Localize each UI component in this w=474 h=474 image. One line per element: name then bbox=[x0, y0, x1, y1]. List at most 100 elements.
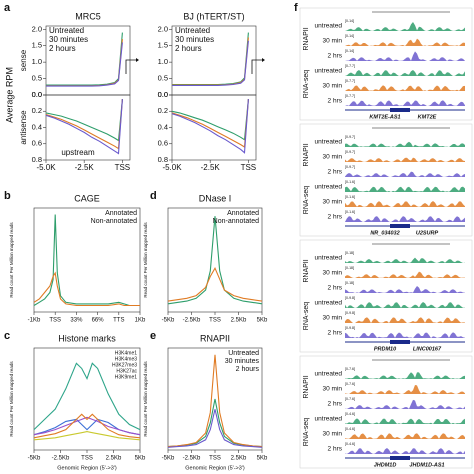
browser-group bbox=[299, 7, 473, 121]
track-scale: [0-7.6] bbox=[345, 397, 355, 401]
legend-entry: H3K9me1 bbox=[115, 374, 137, 380]
browser-group bbox=[299, 123, 473, 237]
track-label: 2 hrs bbox=[328, 98, 343, 105]
x-tick-label: -5Kb bbox=[162, 318, 175, 324]
series-line bbox=[167, 216, 263, 305]
y-tick-label: 0.5 bbox=[158, 74, 168, 83]
assay-label: RNAPII bbox=[303, 143, 310, 166]
track-scale: [0-18] bbox=[345, 251, 354, 255]
track-label: 2 hrs bbox=[328, 285, 343, 292]
x-tick-label: TSS bbox=[81, 456, 93, 462]
series-line bbox=[171, 99, 249, 141]
track-signal bbox=[345, 171, 465, 177]
series-line bbox=[167, 266, 263, 302]
y-axis-label: Read count Per Million mapped reads bbox=[9, 222, 14, 298]
panel-label: e bbox=[150, 330, 156, 342]
y-tick-label: 0.8 bbox=[158, 155, 168, 164]
track-signal bbox=[345, 201, 465, 207]
track-scale: [0-1.6] bbox=[345, 195, 355, 199]
legend-entry: 30 minutes bbox=[225, 358, 260, 365]
legend-entry: 30 minutes bbox=[175, 35, 214, 44]
gene-name: U2SURP bbox=[416, 230, 439, 236]
annotation: upstream bbox=[61, 148, 95, 157]
track-signal bbox=[345, 372, 465, 379]
assay-label: RNA-seq bbox=[303, 418, 310, 447]
track-signal bbox=[345, 332, 465, 338]
gene-exon bbox=[390, 224, 410, 228]
chart-title: CAGE bbox=[74, 193, 100, 203]
y-tick-label: 0.6 bbox=[158, 139, 168, 148]
track-label: untreated bbox=[315, 416, 343, 423]
chart-title: MRC5 bbox=[75, 11, 101, 21]
y-tick-label: 0.4 bbox=[158, 122, 168, 131]
x-tick-label: 66% bbox=[92, 318, 105, 324]
tss-arrow bbox=[125, 59, 136, 74]
legend-entry: Non-annotated bbox=[213, 218, 259, 225]
panel-label: c bbox=[4, 330, 10, 342]
panel-label: a bbox=[4, 2, 11, 14]
track-scale: [0-9.7] bbox=[345, 165, 355, 169]
track-signal bbox=[345, 433, 465, 439]
series-line bbox=[46, 32, 123, 86]
track-signal bbox=[345, 271, 465, 278]
chart-title: Histone marks bbox=[58, 333, 116, 343]
x-tick-label: -5.0K bbox=[162, 163, 182, 172]
gene-name: KMT2E bbox=[418, 114, 437, 120]
x-tick-label: -2.5K bbox=[201, 163, 221, 172]
series-line bbox=[46, 42, 123, 87]
track-label: 30 min bbox=[322, 154, 342, 161]
side-label: sense bbox=[19, 49, 28, 71]
legend-entry: 30 minutes bbox=[49, 35, 88, 44]
track-label: untreated bbox=[315, 23, 343, 30]
track-scale: [0-9.8] bbox=[345, 296, 355, 300]
series-line bbox=[33, 431, 141, 441]
x-tick-label: TTS bbox=[113, 318, 124, 324]
track-label: 30 min bbox=[322, 270, 342, 277]
x-tick-label: 2.5Kb bbox=[231, 318, 247, 324]
assay-label: RNA-seq bbox=[303, 302, 310, 331]
track-label: 2 hrs bbox=[328, 169, 343, 176]
y-tick-label: 2.0 bbox=[32, 24, 42, 33]
series-line bbox=[33, 416, 141, 436]
series-line bbox=[171, 99, 249, 154]
gene-name: NR_034032 bbox=[370, 230, 399, 236]
track-signal bbox=[345, 317, 465, 323]
legend-entry: Non-annotated bbox=[91, 218, 137, 225]
x-axis-label: Genomic Region (5'->3') bbox=[57, 465, 117, 471]
y-axis-label: Read count Per Million mapped reads bbox=[143, 361, 148, 437]
assay-label: RNA-seq bbox=[303, 186, 310, 215]
legend-entry: 2 hours bbox=[236, 366, 260, 373]
legend-entry: 2 hours bbox=[49, 44, 76, 53]
series-line bbox=[171, 99, 249, 148]
track-label: 2 hrs bbox=[328, 53, 343, 60]
track-signal bbox=[345, 257, 465, 263]
gene-exon bbox=[390, 108, 410, 112]
panel-label: d bbox=[150, 190, 157, 202]
track-scale: [0-7.6] bbox=[345, 382, 355, 386]
legend-entry: Annotated bbox=[227, 210, 259, 217]
assay-label: RNA-seq bbox=[303, 70, 310, 99]
y-tick-label: 0.0 bbox=[32, 90, 42, 99]
gene-exon bbox=[390, 340, 410, 344]
track-label: 30 min bbox=[322, 199, 342, 206]
track-signal bbox=[345, 141, 465, 147]
track-scale: [0-4.6] bbox=[345, 427, 355, 431]
legend-entry: Untreated bbox=[228, 350, 259, 357]
x-tick-label: TSS bbox=[241, 163, 257, 172]
y-tick-label: 2.0 bbox=[158, 24, 168, 33]
x-tick-label: -2.5Kb bbox=[183, 318, 201, 324]
y-tick-label: 0.0 bbox=[32, 90, 42, 99]
series-line bbox=[167, 409, 263, 448]
y-tick-label: 0.4 bbox=[32, 122, 42, 131]
track-label: 30 min bbox=[322, 83, 342, 90]
track-scale: [0-18] bbox=[345, 266, 354, 270]
x-tick-label: TSS bbox=[49, 318, 61, 324]
tss-arrow bbox=[251, 59, 262, 74]
legend-entry: 2 hours bbox=[175, 44, 202, 53]
x-tick-label: -5Kb bbox=[162, 456, 175, 462]
panel-label: b bbox=[4, 190, 11, 202]
assay-label: RNAPII bbox=[303, 375, 310, 398]
gene-exon bbox=[390, 456, 410, 460]
track-scale: [0-1.6] bbox=[345, 210, 355, 214]
